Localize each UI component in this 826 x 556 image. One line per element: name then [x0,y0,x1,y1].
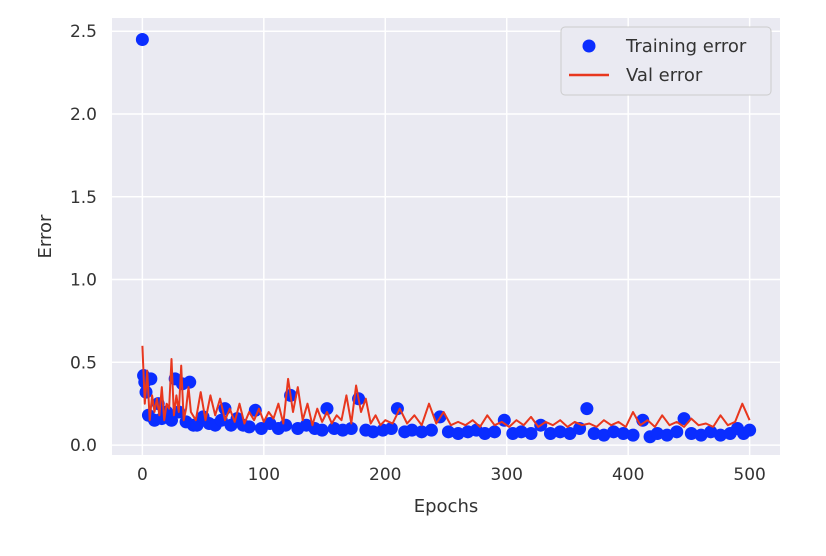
training-error-point [488,425,502,439]
x-tick-label: 100 [248,465,280,485]
training-error-point [279,418,293,432]
x-axis-ticks: 0 100 200 300 400 500 [137,465,766,485]
training-error-point [424,423,438,437]
training-error-point [478,426,492,440]
training-error-point [580,402,594,416]
legend-box [560,26,772,96]
legend-marker-training-error [582,39,596,53]
legend-label-training-error: Training error [625,36,747,57]
training-error-point [441,425,455,439]
training-error-point [405,423,419,437]
training-error-point [451,426,465,440]
legend-label-val-error: Val error [626,65,703,86]
x-tick-label: 500 [733,465,765,485]
training-error-point [626,428,640,442]
training-error-point [543,426,557,440]
training-error-point [684,426,698,440]
x-tick-label: 300 [491,465,523,485]
training-error-point [607,425,621,439]
val-error-layer [141,345,751,428]
training-error-point [183,375,197,389]
training-error-point [135,33,149,47]
training-error-point [366,425,380,439]
training-error-point [713,428,727,442]
training-error-point [248,403,262,417]
training-error-point [315,423,329,437]
y-tick-label: 1.5 [70,188,97,208]
training-error-point [384,422,398,436]
val-error-line [141,345,751,428]
x-tick-label: 200 [369,465,401,485]
training-error-point [616,426,630,440]
training-error-point [242,420,256,434]
x-tick-label: 0 [137,465,148,485]
training-error-point [497,413,511,427]
y-tick-label: 0.5 [70,353,97,373]
training-error-point [344,422,358,436]
training-error-point [650,426,664,440]
training-error-point [587,426,601,440]
training-error-point [415,425,429,439]
training-error-point [320,402,334,416]
x-axis-label: Epochs [414,496,479,517]
x-tick-label: 400 [612,465,644,485]
grid-lines [112,18,780,455]
y-axis-ticks: 0.0 0.5 1.0 1.5 2.0 2.5 [70,22,97,456]
training-error-point [553,425,567,439]
legend: Training error Val error [560,26,772,96]
y-axis-label: Error [35,214,56,258]
y-tick-label: 2.5 [70,22,97,42]
y-tick-label: 0.0 [70,436,97,456]
y-tick-label: 2.0 [70,105,97,125]
training-error-point [514,425,528,439]
training-error-point [563,426,577,440]
training-error-point [670,425,684,439]
y-tick-label: 1.0 [70,271,97,291]
training-error-point [743,423,757,437]
training-error-point [524,426,538,440]
